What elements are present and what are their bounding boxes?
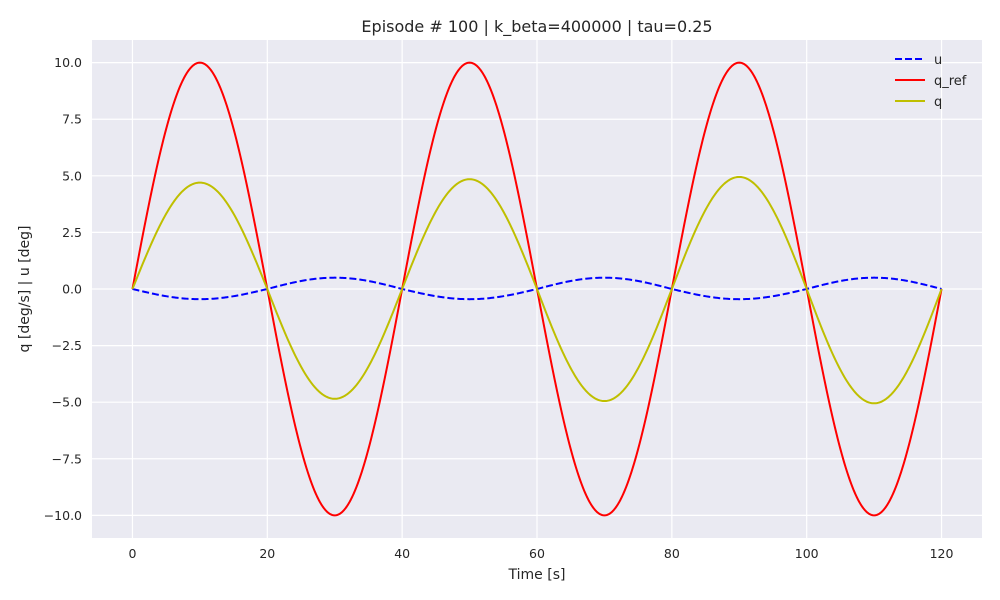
x-tick-label: 20 [259,546,275,561]
y-tick-label: −10.0 [44,508,82,523]
x-tick-labels: 0 20 40 60 80 100 120 [128,546,953,561]
x-tick-label: 120 [930,546,954,561]
y-tick-label: 0.0 [62,282,82,297]
y-tick-label: 10.0 [54,55,82,70]
y-tick-label: −7.5 [52,451,82,466]
series-lines [131,61,943,517]
chart-title: Episode # 100 | k_beta=400000 | tau=0.25 [361,17,712,37]
legend-label: q_ref [934,74,967,89]
y-tick-label: −5.0 [52,395,82,410]
y-axis-label: q [deg/s] | u [deg] [17,226,33,353]
x-axis-label: Time [s] [508,567,566,583]
x-tick-label: 60 [529,546,545,561]
y-tick-label: 2.5 [62,225,82,240]
y-tick-label: −2.5 [52,338,82,353]
x-tick-label: 40 [394,546,410,561]
x-tick-label: 0 [128,546,136,561]
series-line-q [131,175,943,405]
x-tick-label: 100 [795,546,819,561]
y-tick-labels: −10.0 −7.5 −5.0 −2.5 0.0 2.5 5.0 7.5 10.0 [44,55,82,523]
y-tick-label: 7.5 [62,112,82,127]
legend-label: q [934,95,942,110]
legend-label: u [934,53,942,68]
y-tick-label: 5.0 [62,168,82,183]
x-tick-label: 80 [664,546,680,561]
